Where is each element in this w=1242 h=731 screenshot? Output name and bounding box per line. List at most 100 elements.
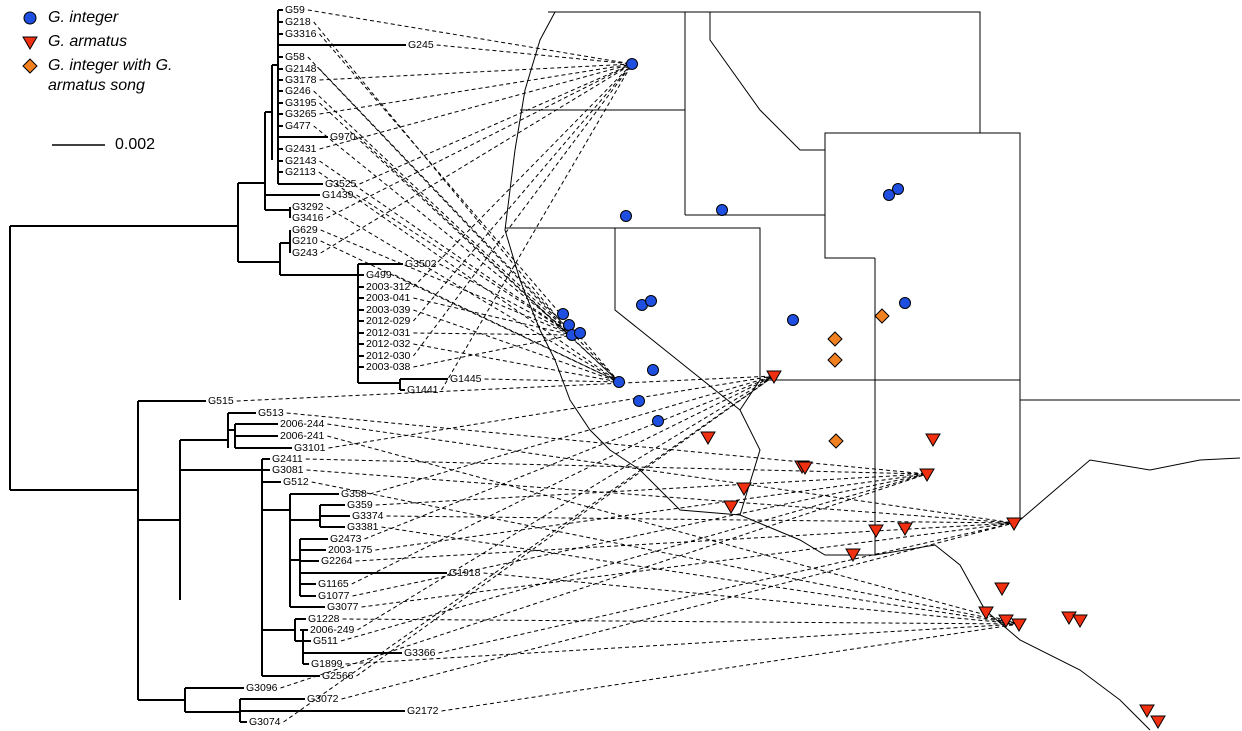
tip-label: 2006-241: [280, 430, 325, 442]
tip-label: G1165: [318, 578, 349, 590]
site-integer: [633, 395, 645, 407]
site-armatus: [845, 548, 861, 562]
link: [320, 63, 633, 254]
link: [286, 412, 928, 475]
link: [351, 375, 775, 585]
site-armatus: [925, 433, 941, 447]
tip-label: G3077: [327, 601, 359, 613]
tip-label: G3101: [294, 442, 326, 454]
tip-label: G1445: [450, 373, 482, 385]
tip-label: 2003-312: [366, 281, 411, 293]
tip-label: G2113: [285, 166, 316, 178]
tip-label: G3381: [347, 521, 379, 533]
site-integer: [647, 364, 659, 376]
site-integer: [574, 327, 586, 339]
tip-label: G2411: [272, 453, 303, 465]
link: [358, 136, 620, 383]
tip-label: G3292: [292, 201, 324, 213]
link: [375, 473, 928, 551]
tip-label: G2431: [285, 143, 317, 155]
state-line: [548, 11, 981, 133]
site-integer: [892, 183, 904, 195]
tip-label: 2003-041: [366, 292, 411, 304]
link: [441, 623, 1020, 712]
tip-label: G1439: [322, 189, 354, 201]
tip-label: G2264: [321, 555, 353, 567]
tip-label: G58: [285, 51, 305, 63]
link: [319, 63, 633, 81]
tip-label: 2012-030: [366, 350, 411, 362]
state-line: [760, 258, 1021, 381]
link: [319, 102, 620, 383]
site-armatus: [700, 431, 716, 445]
link: [313, 125, 573, 336]
tip-label: 2012-029: [366, 315, 411, 327]
site-integer: [613, 376, 625, 388]
tip-label: G3525: [325, 178, 357, 190]
map: [504, 11, 1241, 731]
link: [369, 375, 775, 495]
site-integer: [716, 204, 728, 216]
link: [413, 332, 573, 336]
site-armatus: [1139, 704, 1155, 718]
link: [328, 375, 775, 449]
tip-label: G3265: [285, 108, 317, 120]
sites: [557, 58, 1166, 729]
tip-label: G2148: [285, 63, 317, 75]
state-line: [505, 227, 761, 516]
link: [311, 481, 1020, 625]
tip-label: G3374: [352, 510, 384, 522]
site-integer: [645, 295, 657, 307]
tip-label: G59: [285, 4, 305, 16]
link: [327, 423, 1015, 524]
state-line: [709, 12, 1021, 258]
tip-label: G515: [208, 395, 234, 407]
legend-label: G. integer with G. armatus song: [48, 57, 173, 94]
site-armatus: [1011, 618, 1027, 632]
tip-label: G210: [292, 235, 318, 247]
link: [364, 375, 775, 540]
link: [313, 21, 573, 336]
site-armatus: [736, 482, 752, 496]
link: [305, 458, 928, 475]
tip-label: G3366: [404, 647, 436, 659]
tip-label: 2012-031: [366, 327, 411, 339]
link: [341, 522, 1015, 700]
site-integer: [620, 210, 632, 222]
link: [307, 56, 573, 336]
site-armatus: [766, 370, 782, 384]
link: [283, 375, 775, 723]
link: [375, 473, 928, 506]
link: [327, 435, 1020, 625]
link: [352, 473, 928, 597]
legend-label: G. armatus: [48, 33, 128, 50]
link: [436, 44, 633, 65]
link: [340, 473, 928, 642]
tip-label: G1918: [449, 567, 481, 579]
state-line: [1019, 380, 1241, 522]
link: [412, 63, 633, 322]
tip-label: 2003-039: [366, 304, 411, 316]
link: [386, 515, 1015, 524]
site-integer: [899, 297, 911, 309]
legend-triangle: [22, 36, 38, 50]
tip-label: G1899: [311, 658, 343, 670]
legend-label: G. integer: [48, 9, 119, 26]
link: [413, 63, 633, 288]
site-armatus: [897, 522, 913, 536]
link: [319, 63, 633, 115]
tip-label: G970: [330, 131, 356, 143]
site-song: [827, 352, 843, 368]
site-integer: [787, 314, 799, 326]
tip-label: G3316: [285, 28, 317, 40]
tip-label: 2012-032: [366, 338, 411, 350]
link: [438, 522, 1015, 654]
tip-label: G218: [285, 16, 311, 28]
tip-label: G3416: [292, 212, 324, 224]
site-armatus: [1061, 611, 1077, 625]
site-armatus: [998, 614, 1014, 628]
link: [345, 623, 1020, 665]
site-armatus: [994, 582, 1010, 596]
tip-label: G359: [347, 499, 373, 511]
